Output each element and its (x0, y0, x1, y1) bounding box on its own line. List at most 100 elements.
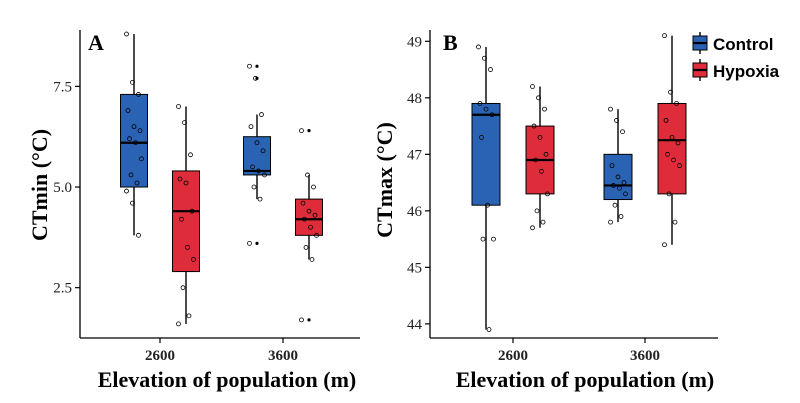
outlier-point (307, 318, 311, 322)
data-point (183, 180, 189, 186)
data-point (251, 184, 257, 190)
data-point (303, 245, 309, 250)
data-point (131, 124, 137, 130)
data-point (133, 140, 138, 146)
data-point (299, 317, 304, 323)
data-point (137, 128, 143, 134)
data-point (179, 216, 184, 222)
data-point (608, 106, 613, 112)
data-point (176, 321, 181, 327)
data-point (531, 123, 537, 129)
data-point (479, 134, 484, 140)
data-point (674, 101, 679, 106)
data-point (139, 156, 144, 162)
data-point (182, 120, 187, 126)
outlier-point (255, 76, 259, 80)
data-point (612, 202, 618, 208)
legend-label-hypoxia: Hypoxia (713, 62, 780, 81)
data-point (177, 176, 183, 182)
data-point (666, 191, 672, 197)
data-point (188, 152, 193, 158)
data-point (124, 31, 129, 37)
box-iqr (295, 198, 323, 236)
data-point (262, 172, 267, 178)
data-point (623, 191, 628, 197)
data-point (539, 168, 544, 174)
data-point (260, 148, 266, 154)
data-point (545, 191, 550, 197)
data-point (125, 108, 131, 113)
data-point (305, 172, 310, 178)
panel-a-letter: A (88, 30, 104, 55)
legend-item-control: Control (692, 32, 773, 54)
data-point (136, 232, 141, 238)
data-point (620, 129, 625, 135)
data-point (311, 184, 316, 190)
x-tick-label: 2600 (145, 348, 175, 364)
data-point (476, 44, 481, 50)
data-point (189, 208, 195, 214)
panel-a-plot-area: 2.5 5.0 7.5 2600 3600 (53, 30, 360, 364)
box-hypoxia-3600 (657, 33, 687, 248)
data-point (314, 232, 319, 238)
box-hypoxia-2600 (172, 104, 200, 327)
box-iqr (172, 170, 200, 273)
data-point (489, 112, 495, 118)
y-tick-label: 48 (407, 91, 422, 107)
data-point (483, 106, 489, 112)
data-point (124, 188, 129, 194)
data-point (477, 101, 483, 106)
data-point (176, 104, 181, 109)
data-point (309, 257, 315, 262)
panel-b-plot-area: 44 45 46 47 48 49 2600 3600 (407, 30, 718, 364)
data-point (300, 200, 306, 206)
box-control-2600 (471, 44, 501, 332)
y-tick-label: 5.0 (53, 180, 72, 196)
data-point (312, 212, 318, 218)
outlier-point (255, 241, 259, 245)
box-iqr (471, 102, 501, 206)
panel-a-x-axis-title: Elevation of population (m) (98, 367, 357, 392)
data-point (180, 285, 186, 291)
data-point (614, 118, 619, 123)
data-point (615, 174, 621, 180)
data-point (485, 202, 490, 208)
data-point (128, 172, 134, 178)
data-point (669, 134, 675, 140)
box-hypoxia-2600 (525, 84, 555, 231)
data-point (663, 118, 669, 123)
data-point (618, 214, 624, 219)
data-point (542, 106, 547, 112)
data-point (130, 200, 135, 206)
data-point (136, 92, 141, 97)
panel-b-x-axis-title: Elevation of population (m) (456, 367, 715, 392)
panel-b-y-axis-title: CTmax (°C) (372, 122, 397, 238)
data-point (247, 63, 252, 69)
data-point (668, 89, 673, 95)
data-point (191, 257, 196, 262)
data-point (130, 79, 135, 85)
y-tick-label: 47 (407, 147, 423, 163)
data-point (611, 183, 616, 188)
y-tick-label: 45 (407, 260, 422, 276)
data-point (185, 245, 190, 250)
data-point (665, 151, 670, 157)
data-point (537, 134, 543, 140)
data-point (480, 236, 486, 242)
data-point (491, 236, 496, 242)
data-point (662, 33, 667, 39)
data-point (530, 225, 535, 231)
outlier-point (307, 129, 311, 133)
data-point (671, 157, 676, 163)
box-control-2600 (120, 31, 148, 238)
data-point (617, 185, 622, 191)
data-point (482, 55, 487, 61)
data-point (488, 67, 493, 72)
box-iqr (120, 93, 148, 188)
data-point (621, 180, 627, 185)
legend-item-hypoxia: Hypoxia (692, 59, 780, 81)
box-hypoxia-3600 (295, 128, 323, 323)
data-point (259, 112, 264, 117)
data-point (247, 240, 252, 246)
data-point (530, 84, 535, 89)
